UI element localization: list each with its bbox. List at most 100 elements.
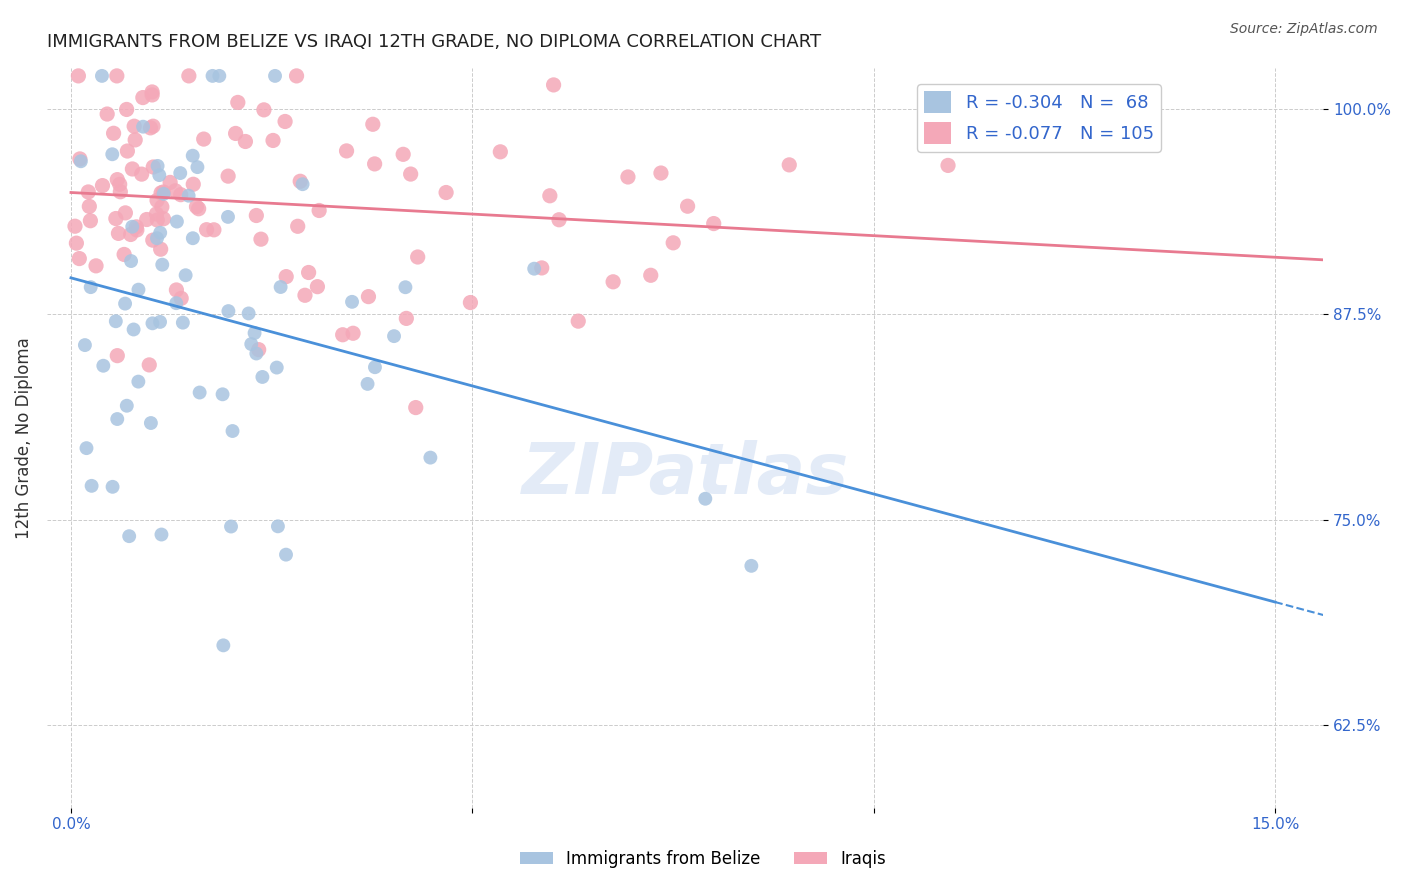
Point <box>132 90 155 104</box>
Point <box>335 144 357 158</box>
Point <box>165 296 187 310</box>
Point <box>640 268 662 283</box>
Point <box>267 519 290 533</box>
Point <box>276 269 298 284</box>
Point <box>139 416 162 430</box>
Point <box>247 343 270 357</box>
Point <box>120 227 142 242</box>
Point <box>79 213 101 227</box>
Point <box>250 232 273 246</box>
Point <box>285 69 308 83</box>
Text: Source: ZipAtlas.com: Source: ZipAtlas.com <box>1230 22 1378 37</box>
Point <box>399 167 422 181</box>
Point <box>363 157 385 171</box>
Point <box>125 223 148 237</box>
Point <box>340 294 363 309</box>
Point <box>523 261 546 276</box>
Point <box>149 226 172 240</box>
Point <box>138 358 160 372</box>
Point <box>297 265 319 279</box>
Point <box>245 209 267 223</box>
Point <box>382 329 405 343</box>
Point <box>405 401 427 415</box>
Point <box>108 178 131 192</box>
Point <box>356 376 378 391</box>
Point <box>118 529 141 543</box>
Point <box>221 424 243 438</box>
Point <box>76 441 98 455</box>
Point <box>121 219 143 234</box>
Point <box>141 316 163 330</box>
Point <box>567 314 589 328</box>
Point <box>245 346 267 360</box>
Point <box>662 235 685 250</box>
Point <box>142 119 165 133</box>
Point <box>150 258 173 272</box>
Point <box>149 315 172 329</box>
Point <box>148 168 170 182</box>
Point <box>361 117 384 131</box>
Point <box>217 210 239 224</box>
Point <box>548 212 571 227</box>
Point <box>226 95 249 110</box>
Point <box>105 412 128 426</box>
Point <box>538 188 561 202</box>
Point <box>101 147 124 161</box>
Point <box>543 78 565 92</box>
Point <box>114 206 136 220</box>
Point <box>91 69 114 83</box>
Point <box>202 223 225 237</box>
Point <box>80 479 103 493</box>
Point <box>307 279 329 293</box>
Point <box>146 159 169 173</box>
Point <box>174 268 197 283</box>
Point <box>104 211 127 226</box>
Point <box>132 120 155 134</box>
Point <box>177 188 200 202</box>
Point <box>73 338 96 352</box>
Point <box>208 69 231 83</box>
Point <box>103 126 125 140</box>
Point <box>703 217 725 231</box>
Point <box>308 203 330 218</box>
Point <box>193 132 215 146</box>
Point <box>240 337 263 351</box>
Point <box>602 275 624 289</box>
Point <box>114 296 136 310</box>
Point <box>740 558 762 573</box>
Point <box>150 527 173 541</box>
Point <box>291 177 314 191</box>
Point <box>186 200 208 214</box>
Point <box>238 306 260 320</box>
Point <box>120 254 142 268</box>
Point <box>146 231 169 245</box>
Point <box>364 360 387 375</box>
Point <box>124 133 146 147</box>
Point <box>84 259 107 273</box>
Point <box>212 638 235 652</box>
Point <box>79 199 101 213</box>
Point <box>419 450 441 465</box>
Point <box>115 399 138 413</box>
Y-axis label: 12th Grade, No Diploma: 12th Grade, No Diploma <box>15 337 32 539</box>
Point <box>342 326 364 341</box>
Point <box>266 360 288 375</box>
Point <box>150 186 173 200</box>
Point <box>211 387 233 401</box>
Point <box>117 144 139 158</box>
Point <box>181 231 204 245</box>
Point <box>357 290 380 304</box>
Point <box>170 291 193 305</box>
Point <box>165 283 187 297</box>
Point <box>107 227 129 241</box>
Point <box>77 185 100 199</box>
Point <box>936 158 959 172</box>
Point <box>274 548 297 562</box>
Point <box>146 213 169 227</box>
Point <box>392 147 415 161</box>
Point <box>135 212 157 227</box>
Point <box>105 172 128 186</box>
Point <box>287 219 309 234</box>
Point <box>91 359 114 373</box>
Point <box>159 175 181 189</box>
